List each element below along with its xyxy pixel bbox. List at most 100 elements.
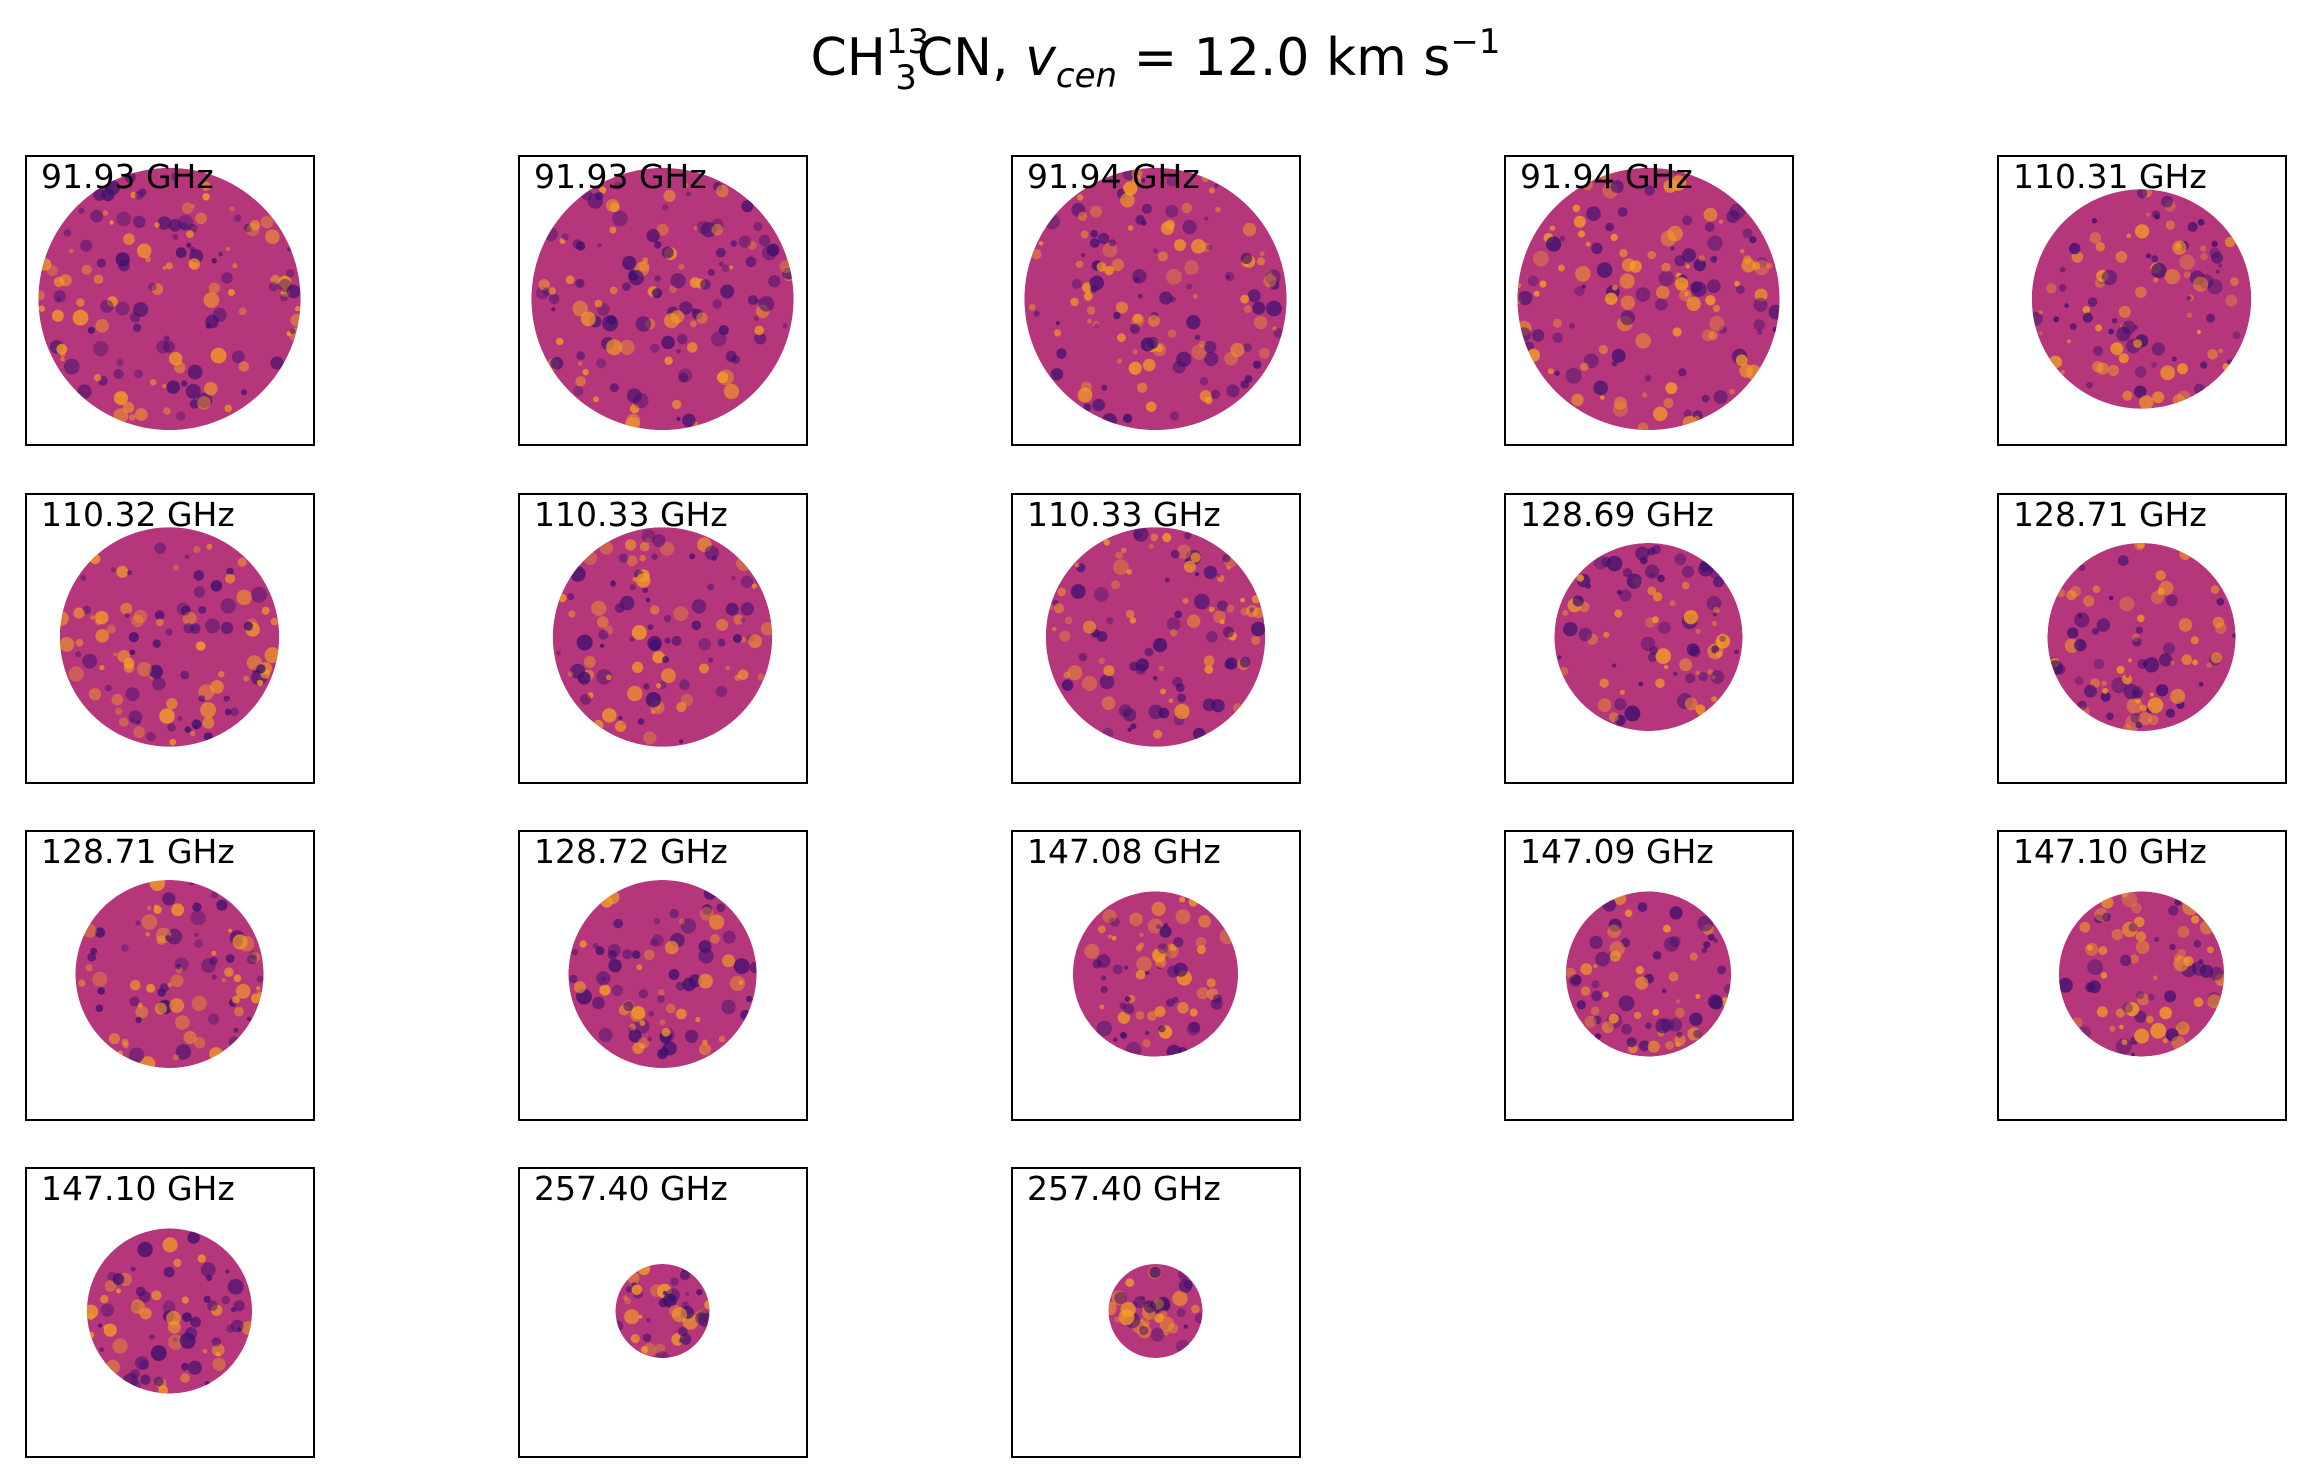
noise-speckle (2136, 990, 2145, 1000)
noise-speckle (179, 222, 188, 231)
noise-speckle (1133, 1296, 1146, 1309)
noise-speckle (650, 709, 656, 715)
noise-speckle (1647, 1040, 1660, 1053)
noise-speckle (610, 580, 616, 586)
noise-speckle (1595, 951, 1610, 967)
emission-map (1565, 891, 1732, 1057)
noise-speckle (1247, 289, 1261, 303)
noise-speckle (233, 1300, 245, 1312)
disk-background (75, 879, 264, 1069)
noise-speckle (657, 995, 665, 1003)
noise-speckle (2174, 898, 2182, 906)
noise-speckle (600, 643, 605, 648)
noise-speckle (2102, 912, 2111, 922)
noise-speckle (2134, 1028, 2150, 1044)
noise-speckle (1647, 652, 1658, 662)
noise-speckle (1626, 573, 1642, 589)
noise-speckle (77, 979, 86, 987)
noise-speckle (2177, 363, 2188, 375)
noise-speckle (2193, 276, 2209, 292)
noise-speckle (2066, 590, 2077, 601)
noise-speckle (679, 301, 693, 315)
noise-speckle (256, 664, 266, 674)
frequency-label: 147.08 GHz (1027, 832, 1221, 871)
noise-speckle (1635, 966, 1644, 975)
noise-speckle (682, 413, 696, 427)
noise-speckle (211, 1343, 225, 1357)
noise-speckle (2107, 364, 2119, 376)
noise-speckle (556, 650, 561, 656)
noise-speckle (1158, 665, 1165, 672)
noise-speckle (1593, 555, 1608, 570)
noise-speckle (642, 1333, 652, 1342)
noise-speckle (1578, 627, 1593, 642)
noise-speckle (1609, 941, 1625, 957)
noise-speckle (1624, 705, 1641, 722)
noise-speckle (1096, 262, 1107, 272)
noise-speckle (2077, 613, 2082, 618)
noise-speckle (596, 616, 609, 628)
noise-speckle (645, 597, 651, 603)
noise-speckle (202, 716, 215, 729)
channel-panel: 110.33 GHz (518, 493, 808, 784)
noise-speckle (624, 1309, 640, 1325)
noise-speckle (85, 964, 93, 972)
noise-speckle (736, 555, 752, 571)
noise-speckle (1612, 284, 1618, 291)
noise-speckle (645, 692, 662, 708)
noise-speckle (679, 1270, 690, 1281)
noise-speckle (1711, 620, 1718, 627)
noise-speckle (602, 708, 617, 723)
noise-speckle (1676, 1031, 1683, 1038)
noise-speckle (1047, 604, 1053, 610)
noise-speckle (1736, 285, 1745, 294)
noise-speckle (1167, 329, 1177, 338)
noise-speckle (82, 653, 98, 669)
noise-speckle (685, 1291, 690, 1296)
noise-speckle (741, 200, 754, 213)
noise-speckle (117, 649, 130, 663)
noise-speckle (128, 414, 136, 421)
noise-speckle (1656, 285, 1670, 300)
noise-speckle (151, 283, 164, 295)
emission-map (531, 167, 794, 431)
noise-speckle (234, 1006, 244, 1017)
noise-speckle (2190, 636, 2199, 645)
noise-speckle (708, 657, 714, 663)
noise-speckle (1669, 600, 1676, 607)
noise-speckle (1616, 589, 1622, 595)
noise-speckle (167, 723, 176, 732)
noise-speckle (194, 932, 199, 937)
noise-speckle (609, 383, 619, 393)
noise-speckle (1669, 1018, 1683, 1032)
noise-speckle (660, 541, 675, 556)
noise-speckle (1660, 1018, 1674, 1032)
noise-speckle (1165, 204, 1179, 218)
noise-speckle (643, 683, 650, 690)
noise-speckle (2111, 928, 2123, 941)
noise-speckle (2207, 279, 2223, 295)
frequency-label: 257.40 GHz (534, 1169, 728, 1208)
noise-speckle (210, 580, 223, 592)
noise-speckle (82, 923, 97, 938)
noise-speckle (139, 1307, 152, 1320)
noise-speckle (722, 930, 736, 944)
noise-speckle (733, 614, 744, 625)
noise-speckle (2132, 633, 2140, 642)
noise-speckle (1685, 264, 1690, 269)
noise-speckle (2165, 220, 2175, 230)
noise-speckle (116, 565, 129, 578)
noise-speckle (747, 295, 758, 306)
noise-speckle (2121, 674, 2133, 685)
noise-speckle (1176, 1308, 1186, 1317)
noise-speckle (121, 1038, 129, 1046)
noise-speckle (132, 323, 142, 332)
noise-speckle (93, 274, 104, 284)
noise-speckle (1223, 626, 1234, 638)
noise-speckle (1070, 297, 1079, 307)
noise-speckle (703, 887, 717, 900)
noise-speckle (1620, 295, 1636, 310)
noise-speckle (2193, 383, 2205, 395)
noise-speckle (1608, 712, 1619, 723)
noise-speckle (691, 620, 702, 631)
